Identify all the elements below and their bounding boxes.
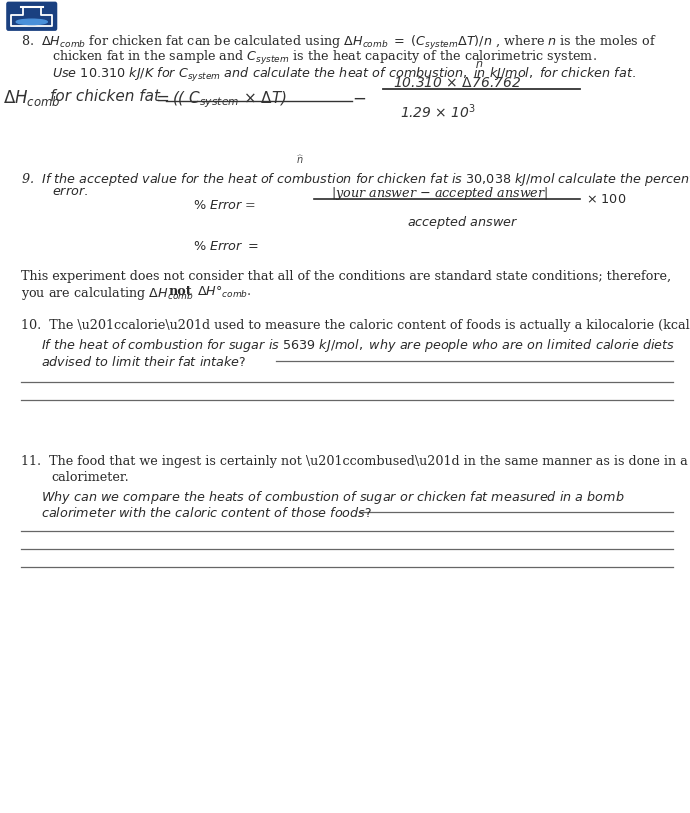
Text: 8.  $\mathit{\Delta H}$$_{\mathit{comb}}$ for chicken fat can be calculated usin: 8. $\mathit{\Delta H}$$_{\mathit{comb}}$… (21, 34, 656, 52)
Text: $\mathit{If\ the\ heat\ of\ combustion\ for\ sugar\ is\ 5639\ kJ/mol,\ why\ are\: $\mathit{If\ the\ heat\ of\ combustion\ … (41, 337, 676, 354)
Text: This experiment does not consider that all of the conditions are standard state : This experiment does not consider that a… (21, 270, 671, 283)
Text: $\widehat{n}$: $\widehat{n}$ (296, 153, 304, 166)
Text: $\mathit{accepted\ answer}$: $\mathit{accepted\ answer}$ (407, 214, 519, 231)
Text: $\mathit{\%\ Error}$ =: $\mathit{\%\ Error}$ = (193, 199, 257, 212)
Text: $\mathit{Use\ 10.310\ kJ/K\ for\ C_{\mathit{system}}\ and\ calculate\ the\ heat\: $\mathit{Use\ 10.310\ kJ/K\ for\ C_{\mat… (52, 66, 635, 84)
Text: chicken fat in the sample and $C_{\mathit{system}}$ is the heat capacity of the : chicken fat in the sample and $C_{\mathi… (52, 49, 597, 67)
Text: $\mathit{|}$your answer $-$ accepted answer$\mathit{|}$: $\mathit{|}$your answer $-$ accepted ans… (331, 185, 549, 202)
FancyBboxPatch shape (6, 2, 57, 31)
Text: $\mathit{advised\ to\ limit\ their\ fat\ intake?}$: $\mathit{advised\ to\ limit\ their\ fat\… (41, 355, 247, 369)
Text: $\mathit{Why\ can\ we\ compare\ the\ heats\ of\ combustion\ of\ sugar\ or\ chick: $\mathit{Why\ can\ we\ compare\ the\ hea… (41, 489, 625, 506)
Text: $\times\ 100$: $\times\ 100$ (586, 193, 627, 206)
Text: $n$: $n$ (475, 59, 484, 69)
Ellipse shape (17, 20, 47, 24)
Text: 1.29 $\times$ 10$^{3}$: 1.29 $\times$ 10$^{3}$ (400, 102, 476, 121)
Text: $\mathit{\%\ Error\ =}$: $\mathit{\%\ Error\ =}$ (193, 240, 259, 253)
Text: (( $C_{system}$ $\times$ $\Delta T$): (( $C_{system}$ $\times$ $\Delta T$) (172, 89, 288, 110)
Text: 11.  The food that we ingest is certainly not \u201ccombused\u201d in the same m: 11. The food that we ingest is certainly… (21, 455, 690, 468)
Text: =: = (155, 89, 169, 107)
Text: $\Delta H°_{\mathit{comb}}$.: $\Delta H°_{\mathit{comb}}$. (197, 285, 251, 300)
Text: $\mathit{calorimeter\ with\ the\ caloric\ content\ of\ those\ foods?}$: $\mathit{calorimeter\ with\ the\ caloric… (41, 506, 373, 520)
Text: 10.  The \u201ccalorie\u201d used to measure the caloric content of foods is act: 10. The \u201ccalorie\u201d used to meas… (21, 319, 690, 332)
Text: 9.  $\mathit{If\ the\ accepted\ value\ for\ the\ heat\ of\ combustion\ for\ chic: 9. $\mathit{If\ the\ accepted\ value\ fo… (21, 171, 690, 188)
Text: $\mathit{error.}$: $\mathit{error.}$ (52, 185, 88, 198)
Text: not: not (169, 285, 193, 298)
Text: for chicken fat: for chicken fat (50, 89, 159, 104)
Text: you are calculating $\Delta H_{\mathit{comb}}$: you are calculating $\Delta H_{\mathit{c… (21, 285, 194, 302)
Text: 10.310 $\times$ $\Delta$76.762: 10.310 $\times$ $\Delta$76.762 (393, 76, 522, 90)
Text: −: − (352, 89, 366, 107)
Text: $\mathit{\Delta H_{comb}}$: $\mathit{\Delta H_{comb}}$ (3, 88, 61, 108)
Text: calorimeter.: calorimeter. (52, 471, 130, 484)
